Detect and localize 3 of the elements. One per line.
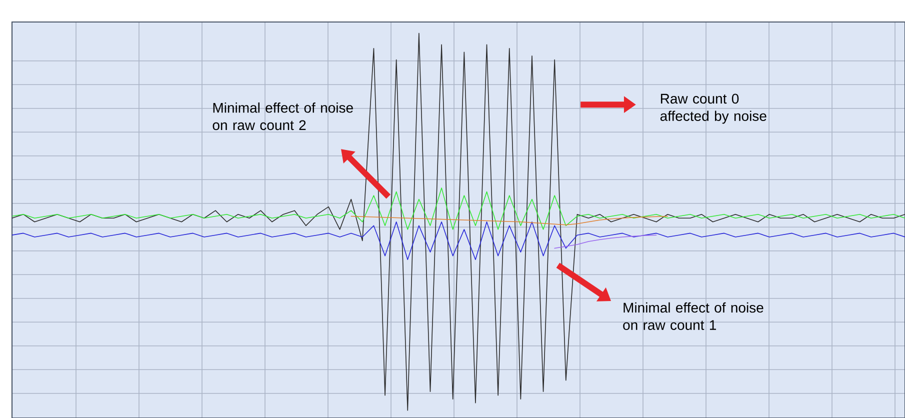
annotation: Minimal effect of noise on raw count 2 xyxy=(212,102,353,130)
annotation: Raw count 0 affected by noise xyxy=(660,94,766,124)
annotation: Minimal effect of noise on raw count 1 xyxy=(623,302,764,330)
